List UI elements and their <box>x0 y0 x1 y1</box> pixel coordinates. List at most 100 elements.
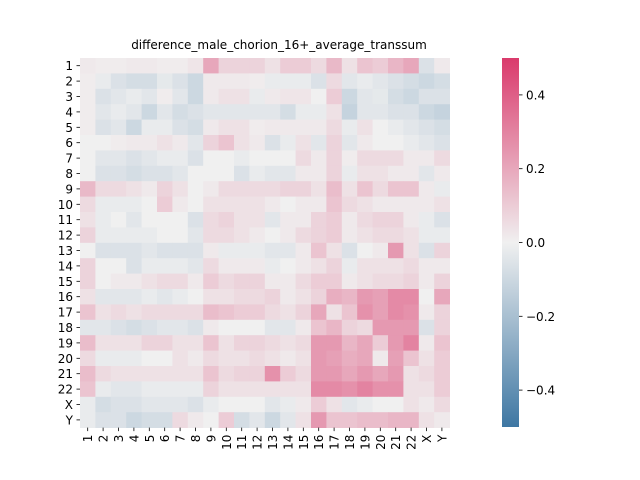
heatmap-cell-14-1 <box>80 258 96 274</box>
heatmap-cell-12-8 <box>187 227 204 244</box>
heatmap-cell-8-15 <box>295 165 312 182</box>
heatmap-cell-3-6 <box>157 88 173 105</box>
heatmap-cell-6-17 <box>326 135 343 151</box>
heatmap-cell-5-1 <box>80 119 96 136</box>
heatmap-cell-21-10 <box>218 366 235 382</box>
heatmap-cell-4-10 <box>218 104 235 120</box>
heatmap-cell-9-8 <box>187 181 204 197</box>
heatmap-cell-14-15 <box>295 258 312 274</box>
heatmap-cell-Y-20 <box>372 412 389 428</box>
heatmap-cell-Y-Y <box>434 412 450 428</box>
heatmap-cell-17-6 <box>157 304 173 321</box>
heatmap-cell-4-11 <box>234 104 250 120</box>
heatmap-cell-18-20 <box>372 319 389 336</box>
heatmap-cell-8-11 <box>234 165 250 182</box>
heatmap-cell-22-X <box>418 381 435 398</box>
heatmap-cell-7-19 <box>357 150 373 167</box>
heatmap-cell-12-7 <box>172 227 189 244</box>
heatmap-cell-10-8 <box>187 196 204 213</box>
heatmap-cell-18-3 <box>110 319 127 336</box>
heatmap-cell-13-X <box>418 242 435 259</box>
heatmap-cell-3-10 <box>218 88 235 105</box>
heatmap-cell-10-2 <box>95 196 112 213</box>
heatmap-cell-22-7 <box>172 381 189 398</box>
heatmap-cell-9-15 <box>295 181 312 197</box>
heatmap-cell-12-15 <box>295 227 312 244</box>
heatmap-cell-16-16 <box>311 289 327 305</box>
heatmap-cell-7-15 <box>295 150 312 167</box>
heatmap-cell-20-21 <box>388 350 404 367</box>
y-tick-label: 14 <box>58 259 73 273</box>
y-tick-label: 2 <box>65 75 73 89</box>
x-tick-label: 10 <box>220 435 234 450</box>
heatmap-cell-3-16 <box>311 88 327 105</box>
x-tick-label: 20 <box>374 435 388 450</box>
heatmap-cell-7-13 <box>264 150 281 167</box>
heatmap-cell-22-Y <box>434 381 450 398</box>
heatmap-cell-3-5 <box>141 88 158 105</box>
heatmap-cell-18-X <box>418 319 435 336</box>
heatmap-cell-20-22 <box>403 350 420 367</box>
heatmap-cell-5-5 <box>141 119 158 136</box>
y-tick-label: 19 <box>58 336 73 350</box>
heatmap-cell-6-6 <box>157 135 173 151</box>
heatmap-cell-14-19 <box>357 258 373 274</box>
heatmap-cell-13-1 <box>80 242 96 259</box>
heatmap-cell-1-13 <box>264 58 281 74</box>
heatmap-cell-9-14 <box>280 181 296 197</box>
heatmap-cell-12-5 <box>141 227 158 244</box>
heatmap-cell-15-11 <box>234 273 250 290</box>
heatmap-cell-15-Y <box>434 273 450 290</box>
heatmap-cell-4-7 <box>172 104 189 120</box>
heatmap-cell-12-13 <box>264 227 281 244</box>
heatmap-cell-16-13 <box>264 289 281 305</box>
heatmap-cell-12-21 <box>388 227 404 244</box>
heatmap-cell-2-6 <box>157 73 173 90</box>
heatmap-cell-Y-19 <box>357 412 373 428</box>
heatmap-cell-Y-10 <box>218 412 235 428</box>
heatmap-cell-8-22 <box>403 165 420 182</box>
heatmap-cell-Y-13 <box>264 412 281 428</box>
heatmap-cell-20-4 <box>126 350 142 367</box>
heatmap-cell-21-21 <box>388 366 404 382</box>
heatmap-cell-13-18 <box>341 242 358 259</box>
heatmap-cell-11-14 <box>280 212 296 228</box>
heatmap-cell-4-4 <box>126 104 142 120</box>
x-tick-label: 18 <box>343 435 357 450</box>
y-tick-label: Y <box>65 413 74 427</box>
heatmap-cell-9-12 <box>249 181 266 197</box>
colorbar-tick-label: 0.0 <box>526 236 545 250</box>
heatmap-cell-15-5 <box>141 273 158 290</box>
colorbar: −0.4 −0.2 0.0 0.2 0.4 <box>502 58 555 427</box>
heatmap-cell-3-17 <box>326 88 343 105</box>
heatmap-cell-20-16 <box>311 350 327 367</box>
heatmap-cell-11-9 <box>203 212 219 228</box>
heatmap-cell-1-6 <box>157 58 173 74</box>
heatmap-cell-8-18 <box>341 165 358 182</box>
heatmap-cell-4-16 <box>311 104 327 120</box>
heatmap-cell-Y-5 <box>141 412 158 428</box>
heatmap-cell-8-6 <box>157 165 173 182</box>
heatmap-cell-13-6 <box>157 242 173 259</box>
heatmap-cell-21-19 <box>357 366 373 382</box>
y-tick-label: 12 <box>58 229 73 243</box>
heatmap-cell-13-13 <box>264 242 281 259</box>
heatmap-cell-9-7 <box>172 181 189 197</box>
heatmap-cell-2-19 <box>357 73 373 90</box>
heatmap-cell-4-17 <box>326 104 343 120</box>
heatmap-cell-21-4 <box>126 366 142 382</box>
heatmap-cell-X-21 <box>388 396 404 413</box>
heatmap-cell-14-12 <box>249 258 266 274</box>
heatmap-cell-17-4 <box>126 304 142 321</box>
heatmap-cell-16-21 <box>388 289 404 305</box>
heatmap-cell-17-14 <box>280 304 296 321</box>
heatmap-cell-2-13 <box>264 73 281 90</box>
heatmap-cell-12-16 <box>311 227 327 244</box>
heatmap-cell-Y-18 <box>341 412 358 428</box>
y-tick-label: 13 <box>58 244 73 258</box>
heatmap-cell-7-18 <box>341 150 358 167</box>
heatmap-cell-15-1 <box>80 273 96 290</box>
heatmap-cell-1-12 <box>249 58 266 74</box>
heatmap-cell-22-22 <box>403 381 420 398</box>
heatmap-cell-10-19 <box>357 196 373 213</box>
